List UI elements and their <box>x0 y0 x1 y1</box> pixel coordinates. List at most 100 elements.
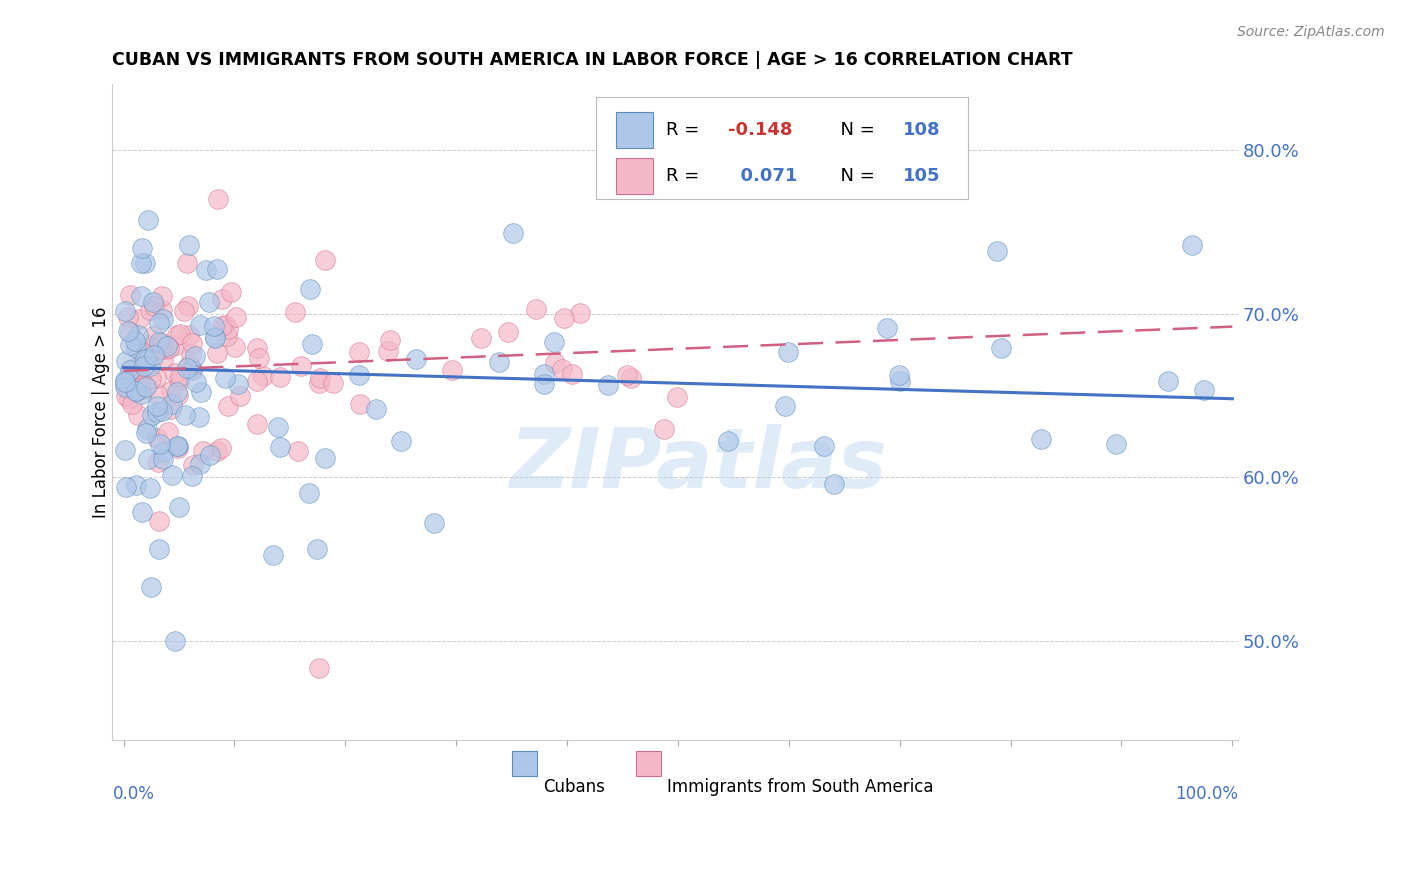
Point <box>165 366 187 380</box>
Point <box>533 368 555 382</box>
Point <box>173 408 195 422</box>
Point <box>215 329 238 343</box>
Point <box>167 500 190 515</box>
Text: N =: N = <box>830 167 880 186</box>
Point <box>156 339 179 353</box>
Point <box>269 370 291 384</box>
Point <box>990 341 1012 355</box>
Point <box>148 316 170 330</box>
Point <box>470 331 492 345</box>
Bar <box>512 751 537 776</box>
Point <box>441 363 464 377</box>
Point <box>152 353 174 368</box>
Point <box>125 478 148 492</box>
Point <box>115 354 138 368</box>
Point <box>142 295 165 310</box>
Point <box>148 542 170 557</box>
Point <box>177 299 200 313</box>
Point <box>405 352 427 367</box>
Point <box>202 318 225 333</box>
Point <box>308 376 330 390</box>
Point <box>149 437 172 451</box>
Bar <box>616 158 652 194</box>
Point <box>131 505 153 519</box>
Point <box>139 359 162 373</box>
Point <box>152 311 174 326</box>
Point <box>214 371 236 385</box>
Point <box>616 368 638 383</box>
Point <box>246 374 269 388</box>
Point <box>146 455 169 469</box>
Point <box>314 450 336 465</box>
Point <box>1105 436 1128 450</box>
Point <box>366 401 388 416</box>
Point <box>129 288 152 302</box>
Point <box>150 343 173 357</box>
Point <box>488 355 510 369</box>
Point <box>150 404 173 418</box>
Point <box>115 480 138 494</box>
Point <box>188 318 211 333</box>
Point <box>139 481 162 495</box>
Point <box>652 421 675 435</box>
Point <box>179 359 201 373</box>
Point <box>173 304 195 318</box>
Point <box>128 359 150 373</box>
Text: Source: ZipAtlas.com: Source: ZipAtlas.com <box>1237 25 1385 39</box>
Point <box>205 444 228 458</box>
Point <box>219 285 242 299</box>
Point <box>209 441 232 455</box>
Point <box>160 401 183 416</box>
Point <box>198 295 221 310</box>
Point <box>287 443 309 458</box>
Point <box>157 425 180 440</box>
Point <box>166 439 188 453</box>
Point <box>217 399 239 413</box>
Point <box>125 384 148 399</box>
Point <box>134 379 156 393</box>
Point <box>195 263 218 277</box>
Point <box>181 458 204 472</box>
Point <box>177 238 200 252</box>
Point <box>135 380 157 394</box>
Point <box>141 408 163 422</box>
Point <box>131 344 153 359</box>
Point <box>127 327 149 342</box>
Point <box>301 336 323 351</box>
Point <box>120 362 142 376</box>
Point <box>150 335 173 350</box>
Point <box>526 301 548 316</box>
Point <box>135 426 157 441</box>
Point <box>214 318 236 333</box>
Point <box>165 337 187 351</box>
Point <box>114 389 136 403</box>
Point <box>180 362 202 376</box>
Point <box>134 382 156 396</box>
Point <box>551 362 574 376</box>
Point <box>139 303 162 318</box>
Text: Immigrants from South America: Immigrants from South America <box>668 778 934 796</box>
Point <box>143 299 166 313</box>
Point <box>135 422 157 436</box>
Point <box>150 288 173 302</box>
Point <box>204 331 226 345</box>
Point <box>131 355 153 369</box>
Point <box>160 467 183 482</box>
Point <box>190 384 212 399</box>
Point <box>198 448 221 462</box>
Point <box>229 389 252 403</box>
Point <box>124 341 146 355</box>
Point <box>180 469 202 483</box>
Point <box>166 439 188 453</box>
Point <box>114 373 136 387</box>
Point <box>145 405 167 419</box>
Point <box>150 303 173 318</box>
Point <box>152 451 174 466</box>
Point <box>181 335 204 350</box>
Point <box>284 305 307 319</box>
Text: 0.0%: 0.0% <box>112 786 155 804</box>
Point <box>120 338 142 352</box>
Point <box>145 340 167 354</box>
Bar <box>616 112 652 148</box>
Point <box>124 334 146 349</box>
